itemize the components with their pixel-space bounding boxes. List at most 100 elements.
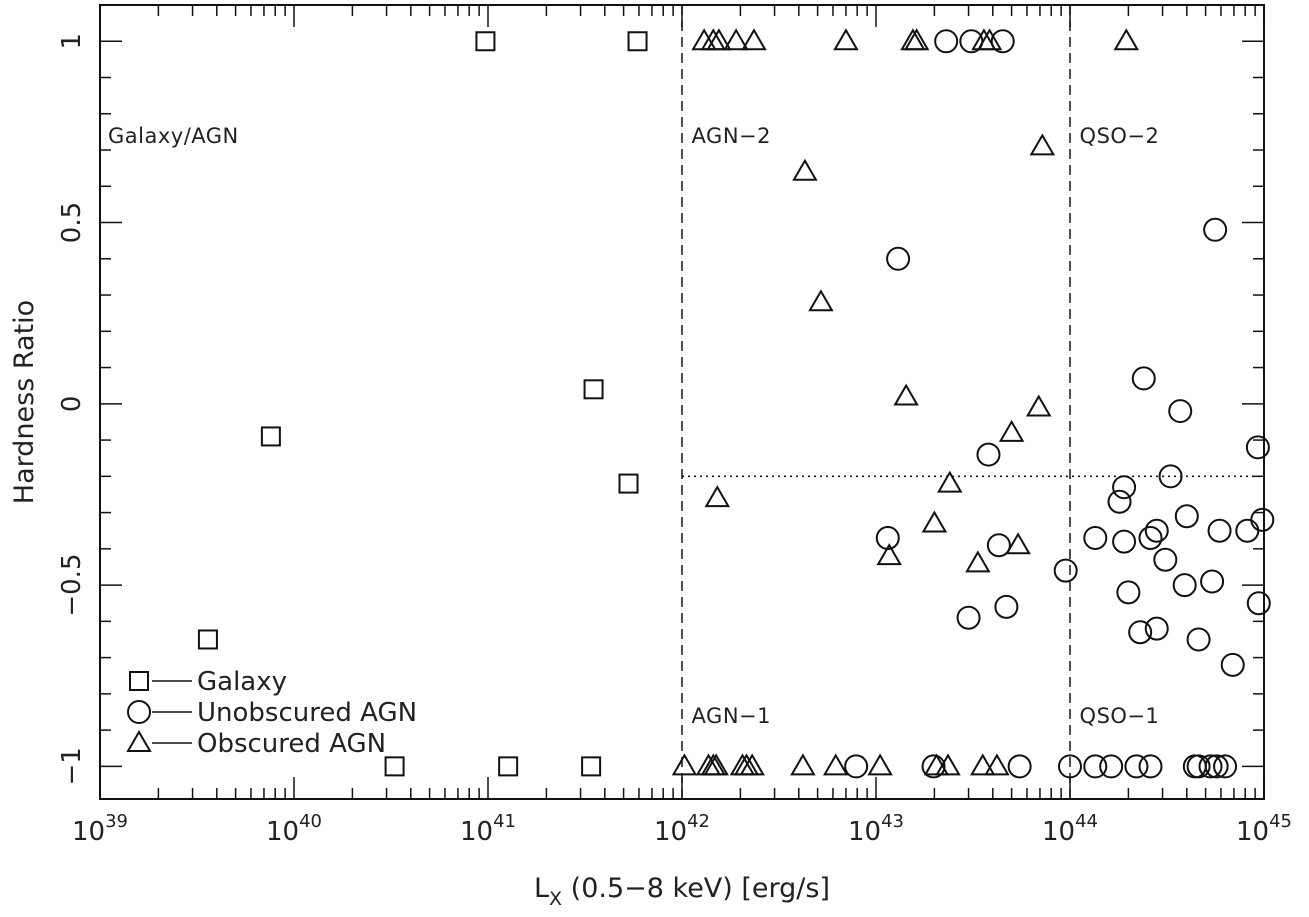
y-tick-label: −0.5 xyxy=(57,554,87,617)
series-circle xyxy=(844,29,1275,779)
circle-point xyxy=(1186,627,1211,652)
x-axis-title-subscript: X xyxy=(549,888,562,910)
triangle-point xyxy=(671,753,698,776)
circle-point xyxy=(1058,754,1082,779)
circle-point xyxy=(1144,518,1169,543)
square-point xyxy=(197,629,218,650)
series-square xyxy=(197,31,648,777)
y-tick-label: 1 xyxy=(57,33,87,50)
legend-item: Obscured AGN xyxy=(126,729,386,759)
triangle-point xyxy=(900,28,926,51)
triangle-point xyxy=(790,753,816,776)
triangle-point xyxy=(1005,532,1031,555)
legend-item: Galaxy xyxy=(129,667,287,697)
x-tick-label: 1039 xyxy=(72,811,128,847)
circle-point xyxy=(1099,754,1124,779)
square-point xyxy=(618,473,639,494)
triangle-point xyxy=(876,543,902,566)
circle-point xyxy=(1107,489,1132,514)
circle-point xyxy=(1124,754,1149,779)
triangle-point xyxy=(935,753,961,776)
triangle-point xyxy=(921,510,948,533)
circle-point xyxy=(1246,591,1271,616)
triangle-point xyxy=(703,753,729,776)
legend-square-icon xyxy=(129,671,149,691)
x-tick-label: 1045 xyxy=(1236,811,1292,847)
circle-point xyxy=(1158,464,1183,489)
region-label: AGN−2 xyxy=(692,124,771,148)
reference-lines xyxy=(681,5,1264,799)
x-tick-label: 1044 xyxy=(1042,811,1098,847)
triangle-point xyxy=(976,28,1003,51)
triangle-point xyxy=(1026,394,1052,417)
circle-point xyxy=(1144,616,1169,641)
triangle-point xyxy=(741,28,767,51)
circle-point xyxy=(1083,525,1108,550)
x-axis-title-rest: (0.5−8 keV) [erg/s] xyxy=(562,873,830,904)
square-point xyxy=(260,426,281,447)
legend-label: Galaxy xyxy=(197,667,287,697)
triangle-point xyxy=(893,383,919,406)
circle-point xyxy=(844,754,869,779)
triangle-point xyxy=(1113,28,1140,51)
circle-point xyxy=(976,442,1001,467)
circle-point xyxy=(1204,754,1229,779)
circle-point xyxy=(1138,525,1163,550)
axis-ticks xyxy=(99,5,1265,799)
y-axis-title: Hardness Ratio xyxy=(9,300,40,504)
circle-point xyxy=(1213,754,1238,779)
x-tick-exponent: 40 xyxy=(299,811,322,832)
square-point xyxy=(475,31,496,52)
x-tick-label: 1042 xyxy=(654,811,710,847)
series-triangle xyxy=(671,28,1140,776)
circle-point xyxy=(1116,580,1141,605)
circle-point xyxy=(994,594,1019,619)
x-tick-exponent: 39 xyxy=(105,811,128,832)
triangle-point xyxy=(739,753,765,776)
square-point xyxy=(627,31,648,52)
triangle-point xyxy=(792,158,818,181)
circle-point xyxy=(1220,652,1245,677)
region-labels: Galaxy/AGN AGN−2 QSO−2 AGN−1 QSO−1 xyxy=(108,124,1159,728)
x-tick-base: 10 xyxy=(460,817,493,847)
legend-label: Unobscured AGN xyxy=(197,698,417,728)
circle-point xyxy=(934,29,959,54)
y-tick-label: −1 xyxy=(57,747,87,785)
triangle-point xyxy=(706,28,732,51)
x-tick-label: 1041 xyxy=(460,811,516,847)
x-tick-base: 10 xyxy=(848,817,881,847)
region-label: AGN−1 xyxy=(692,704,771,728)
square-point xyxy=(583,379,604,400)
legend-label: Obscured AGN xyxy=(197,729,386,759)
circle-point xyxy=(886,246,911,271)
data-points xyxy=(197,28,1275,779)
x-tick-exponent: 43 xyxy=(881,811,904,832)
circle-point xyxy=(1083,754,1108,779)
triangle-point xyxy=(833,28,859,51)
x-tick-base: 10 xyxy=(1236,817,1269,847)
x-tick-base: 10 xyxy=(72,817,105,847)
circle-point xyxy=(1053,558,1078,583)
triangle-point xyxy=(903,28,930,51)
region-label: Galaxy/AGN xyxy=(108,124,239,148)
circle-point xyxy=(1131,366,1156,391)
circle-point xyxy=(1207,518,1232,543)
circle-point xyxy=(1128,620,1153,645)
circle-point xyxy=(1203,217,1228,242)
circle-point xyxy=(1200,569,1225,594)
triangle-point xyxy=(822,753,849,776)
square-point xyxy=(384,756,405,777)
square-point xyxy=(581,756,602,777)
x-axis-title: LX (0.5−8 keV) [erg/s] xyxy=(534,873,830,910)
triangle-point xyxy=(970,753,996,776)
x-tick-base: 10 xyxy=(266,817,299,847)
triangle-point xyxy=(1029,133,1056,156)
circle-point xyxy=(990,29,1015,54)
circle-point xyxy=(1112,529,1137,554)
y-tick-label: 0 xyxy=(57,396,87,413)
circle-point xyxy=(986,533,1011,558)
triangle-point xyxy=(998,419,1025,442)
triangle-point xyxy=(808,289,834,312)
